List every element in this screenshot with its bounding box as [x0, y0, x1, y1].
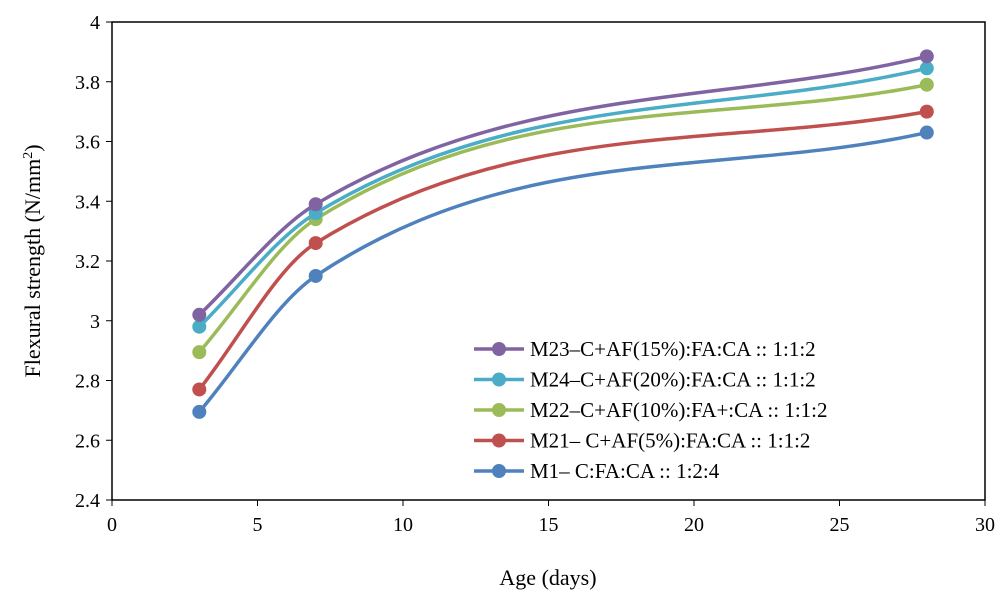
y-axis: 2.4 2.6 2.8 3 3.2 3.4 3.6 3.8 4: [75, 12, 112, 512]
data-point: [919, 104, 934, 119]
data-point: [308, 236, 323, 251]
series-line: [197, 109, 928, 391]
series-line: [197, 83, 928, 354]
y-tick-label: 3.4: [75, 191, 100, 213]
legend-marker: [492, 403, 506, 417]
legend-marker: [492, 433, 506, 448]
y-tick-label: 2.6: [75, 430, 100, 452]
y-tick-label: 4: [90, 12, 100, 34]
data-point: [919, 61, 934, 76]
x-tick-label: 25: [830, 514, 850, 536]
y-axis-title-close: ): [20, 144, 45, 151]
x-tick-label: 5: [253, 514, 263, 536]
data-point: [308, 268, 323, 283]
data-point: [919, 49, 934, 64]
x-tick-label: 15: [539, 514, 559, 536]
x-tick-label: 10: [393, 514, 413, 536]
y-axis-title: Flexural strength (N/mm2): [20, 144, 45, 377]
series-line: [198, 54, 928, 317]
data-point: [192, 382, 207, 397]
series-line: [198, 66, 928, 328]
y-tick-label: 3.8: [75, 72, 100, 94]
series-line: [197, 130, 928, 414]
x-tick-label: 20: [684, 514, 704, 536]
series-layer: [192, 49, 934, 419]
data-point: [919, 125, 934, 140]
y-tick-label: 2.4: [75, 490, 100, 512]
y-tick-label: 3.2: [75, 251, 100, 273]
data-point: [192, 345, 207, 360]
data-point: [308, 197, 323, 212]
data-point: [192, 404, 207, 419]
data-point: [192, 307, 207, 322]
legend: M23–C+AF(15%):FA:CA :: 1:1:2M24–C+AF(20%…: [474, 337, 828, 483]
x-axis-title: Age (days): [499, 565, 596, 590]
legend-marker: [492, 372, 506, 387]
y-tick-label: 3.6: [75, 132, 100, 154]
x-tick-label: 0: [107, 514, 117, 536]
legend-label: M22–C+AF(10%):FA+:CA :: 1:1:2: [530, 398, 828, 422]
y-tick-label: 3: [90, 311, 100, 333]
y-axis-title-superscript: 2: [21, 152, 36, 159]
data-point: [192, 319, 207, 334]
legend-marker: [492, 464, 506, 478]
plot-area: [111, 21, 986, 501]
x-axis: 0 5 10 15 20 25 30: [107, 500, 995, 536]
y-axis-title-main: Flexural strength (N/mm: [20, 159, 45, 378]
data-point: [919, 77, 934, 92]
y-tick-label: 2.8: [75, 371, 100, 393]
legend-label: M21– C+AF(5%):FA:CA :: 1:1:2: [530, 429, 810, 453]
legend-label: M23–C+AF(15%):FA:CA :: 1:1:2: [530, 337, 816, 361]
legend-marker: [492, 342, 506, 356]
legend-label: M24–C+AF(20%):FA:CA :: 1:1:2: [530, 368, 816, 392]
x-tick-label: 30: [975, 514, 995, 536]
legend-label: M1– C:FA:CA :: 1:2:4: [530, 459, 720, 483]
